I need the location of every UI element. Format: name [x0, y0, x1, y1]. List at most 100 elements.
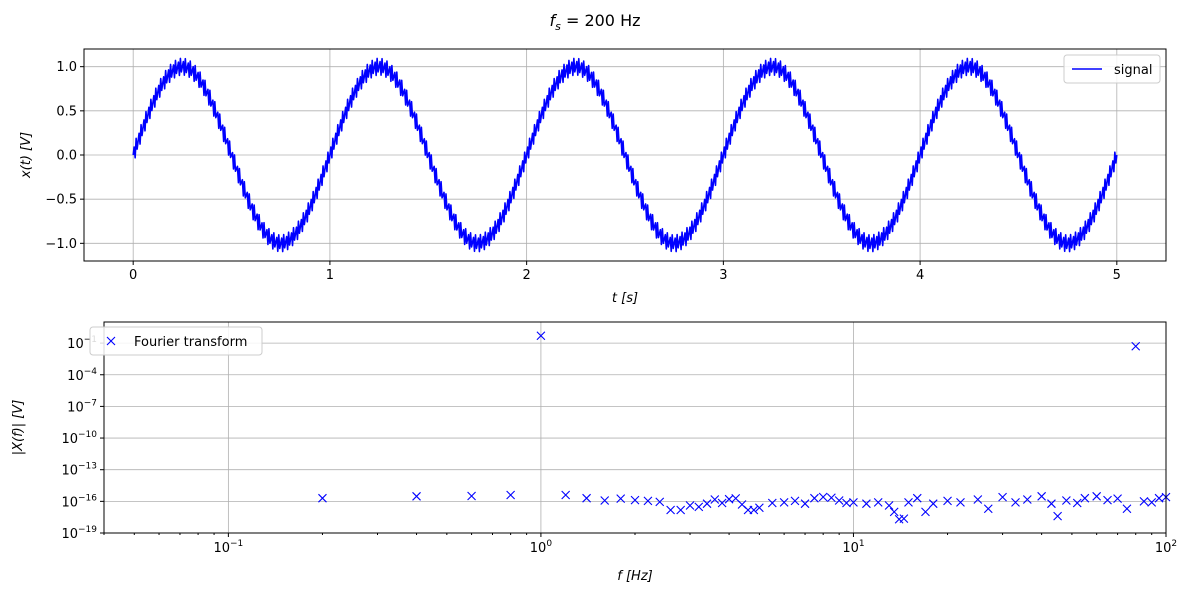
fft-marker [873, 497, 883, 507]
fft-marker [899, 514, 909, 524]
legend-label: signal [1114, 63, 1152, 78]
x-tick-label: 5 [1113, 268, 1121, 283]
fft-marker [943, 496, 952, 506]
fft-marker [998, 492, 1007, 502]
legend-marker-swatch [106, 336, 116, 346]
y-tick-label: −0.5 [45, 193, 77, 208]
fft-marker [676, 505, 686, 515]
fft-marker [710, 495, 720, 504]
fft-marker [810, 493, 819, 503]
y-tick-label: 1.0 [56, 60, 77, 75]
y-tick-label: 0.0 [56, 149, 77, 164]
title-symbol: f [549, 11, 557, 30]
fft-marker [1047, 499, 1056, 509]
fft-marker [694, 502, 704, 512]
fft-marker [1131, 341, 1141, 351]
fft-marker [536, 331, 546, 341]
x-tick-label: 1 [326, 268, 334, 283]
title-text: = 200 Hz [561, 11, 641, 30]
x-tick-label: 102 [1155, 539, 1177, 556]
x-tick-label: 100 [530, 539, 553, 556]
fft-marker [779, 497, 789, 507]
time-plot-ticks: 0 1 2 3 4 5 −1.0 −0.5 0.0 0.5 1.0 [45, 60, 1121, 283]
x-tick-label: 101 [842, 539, 864, 556]
fft-marker [506, 490, 516, 500]
fft-marker [818, 492, 828, 502]
fft-marker [702, 499, 712, 509]
fft-marker [834, 496, 844, 505]
fft-marker [467, 491, 476, 501]
time-plot-xlabel: t [s] [612, 291, 638, 306]
fft-marker [754, 503, 764, 513]
fft-marker [767, 498, 777, 508]
fft-marker [862, 499, 871, 509]
fft-marker [973, 495, 983, 504]
fft-marker [1092, 491, 1102, 501]
fft-marker [616, 494, 626, 504]
fft-marker [827, 493, 836, 503]
fft-marker [849, 497, 858, 507]
fft-marker [983, 504, 993, 514]
fft-marker [884, 501, 894, 510]
x-tick-label: 3 [719, 268, 727, 283]
time-plot-series [132, 57, 1118, 253]
fft-marker [1022, 495, 1032, 504]
signal-line [132, 57, 1118, 253]
freq-plot-ticks: 10−1 100 101 102 10−19 10−16 10−13 10−10 10−7 10−… [61, 335, 1177, 556]
time-domain-plot: 0 1 2 3 4 5 −1.0 −0.5 0.0 0.5 1.0 t [s] x(t) [V] s… [19, 48, 1167, 306]
fft-marker [842, 498, 851, 508]
fft-marker [1072, 498, 1082, 508]
x-tick-label: 2 [522, 268, 530, 283]
freq-plot-legend: Fourier transform [89, 326, 263, 356]
title-subscript: s [555, 20, 561, 33]
fft-marker [749, 505, 759, 515]
x-tick-label: 10−1 [213, 539, 243, 556]
fft-marker [666, 505, 676, 515]
legend-box [89, 326, 263, 356]
fft-marker [1122, 504, 1132, 514]
fft-marker [889, 507, 899, 517]
y-tick-label: 10−19 [61, 525, 97, 542]
figure-title: fs = 200 Hz [549, 11, 640, 33]
fft-marker [1080, 493, 1090, 503]
fft-marker [318, 493, 327, 503]
fft-marker [928, 499, 938, 509]
fft-marker [904, 497, 913, 507]
freq-plot-grid [104, 322, 1167, 534]
fft-marker [1113, 494, 1122, 504]
fft-marker [790, 496, 800, 506]
x-tick-label: 4 [916, 268, 924, 283]
legend-label: Fourier transform [134, 335, 247, 350]
fft-marker [412, 491, 421, 501]
fft-marker [1053, 511, 1062, 521]
freq-plot-xlabel: f [Hz] [617, 569, 652, 584]
y-tick-label: 10−4 [67, 367, 97, 384]
legend-box [1063, 54, 1161, 84]
fft-marker [582, 493, 591, 503]
y-tick-label: 10−10 [61, 430, 97, 447]
fft-marker [921, 507, 930, 517]
fft-marker [1139, 496, 1149, 506]
frequency-domain-plot: 10−1 100 101 102 10−19 10−16 10−13 10−10 10−7 10−… [11, 321, 1177, 584]
fft-marker [643, 496, 653, 506]
fft-marker [655, 497, 665, 507]
fft-marker [912, 493, 922, 503]
fft-marker [1061, 496, 1071, 505]
fft-marker [685, 501, 695, 510]
fft-marker [561, 490, 571, 500]
fft-marker [717, 498, 727, 508]
fft-marker [1037, 491, 1047, 501]
fft-marker [1011, 497, 1020, 507]
y-tick-label: 10−16 [61, 493, 97, 510]
y-tick-label: −1.0 [45, 237, 77, 252]
time-plot-ylabel: x(t) [V] [19, 132, 34, 179]
y-tick-label: 0.5 [56, 104, 77, 119]
x-tick-label: 0 [129, 268, 137, 283]
fft-marker [600, 496, 610, 505]
time-plot-legend: signal [1063, 54, 1161, 84]
fft-marker [800, 499, 810, 509]
y-tick-label: 10−13 [61, 462, 97, 479]
fft-marker [1147, 497, 1157, 507]
fft-marker [956, 497, 965, 507]
